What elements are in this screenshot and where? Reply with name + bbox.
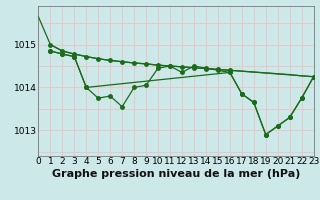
X-axis label: Graphe pression niveau de la mer (hPa): Graphe pression niveau de la mer (hPa) bbox=[52, 169, 300, 179]
